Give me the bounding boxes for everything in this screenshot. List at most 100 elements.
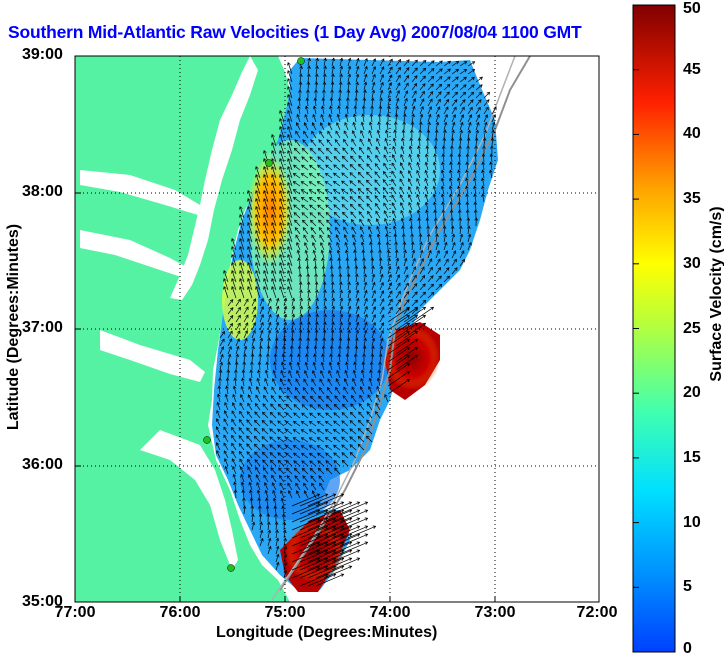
velocity-arrow [333, 164, 341, 171]
velocity-arrow [287, 214, 293, 227]
velocity-arrowhead [239, 205, 243, 210]
velocity-arrow [355, 322, 359, 331]
velocity-arrowhead [388, 82, 393, 86]
velocity-arrowhead [314, 273, 318, 277]
velocity-arrowhead [287, 85, 291, 90]
velocity-arrow [331, 509, 360, 523]
velocity-arrow [233, 386, 237, 395]
velocity-arrowhead [360, 129, 364, 134]
velocity-arrow [435, 242, 439, 251]
velocity-arrow [347, 82, 350, 91]
velocity-arrowhead [407, 186, 412, 190]
velocity-arrow [285, 452, 293, 459]
velocity-arrow [417, 154, 421, 163]
velocity-arrow [287, 174, 293, 187]
velocity-arrowhead [268, 545, 272, 550]
velocity-arrowhead [363, 273, 367, 278]
velocity-arrowhead [358, 203, 362, 208]
velocity-arrow [363, 265, 366, 275]
velocity-arrow [247, 198, 253, 211]
velocity-arrowhead [387, 257, 391, 262]
velocity-arrowhead [439, 60, 443, 65]
velocity-arrowhead [321, 257, 325, 262]
velocity-arrow [331, 290, 334, 299]
velocity-arrow [409, 146, 413, 155]
velocity-arrowhead [449, 169, 453, 174]
velocity-arrow [339, 97, 341, 107]
velocity-arrow [451, 91, 458, 99]
velocity-arrowhead [478, 91, 483, 96]
velocity-arrow [351, 395, 357, 403]
velocity-arrowhead [273, 353, 278, 357]
velocity-arrowhead [283, 297, 288, 302]
velocity-arrow [374, 171, 381, 179]
velocity-arrow [277, 428, 285, 435]
velocity-arrow [331, 282, 334, 291]
velocity-arrowhead [459, 129, 463, 134]
velocity-arrow [419, 114, 423, 123]
velocity-arrowhead [288, 361, 293, 366]
velocity-arrowhead [340, 541, 345, 545]
velocity-arrow [279, 254, 285, 267]
velocity-arrow [475, 99, 482, 107]
velocity-arrowhead [307, 313, 311, 318]
colorbar-tick-label: 15 [683, 448, 701, 466]
velocity-arrowhead [442, 225, 447, 229]
velocity-arrow [327, 131, 333, 139]
velocity-arrow [263, 278, 269, 291]
velocity-arrowhead [341, 436, 345, 441]
velocity-arrow [379, 58, 385, 67]
velocity-arrow [366, 411, 373, 419]
velocity-arrow [254, 443, 261, 451]
velocity-arrow [467, 114, 472, 123]
velocity-arrowhead [414, 354, 419, 359]
velocity-arrow [277, 452, 285, 459]
velocity-arrowhead [300, 181, 305, 185]
velocity-arrow [370, 242, 373, 251]
velocity-arrow [301, 164, 309, 171]
velocity-arrowhead [408, 161, 412, 166]
velocity-arrowhead [262, 459, 266, 463]
velocity-arrowhead [477, 106, 481, 111]
velocity-arrow [295, 131, 301, 139]
velocity-arrowhead [343, 234, 348, 238]
velocity-arrowhead [282, 337, 287, 341]
velocity-arrow [246, 427, 253, 435]
velocity-arrow [287, 94, 293, 107]
velocity-arrowhead [411, 249, 416, 254]
velocity-arrow [315, 74, 318, 83]
velocity-arrow [383, 171, 389, 179]
velocity-arrowhead [324, 437, 329, 441]
velocity-arrow [358, 420, 365, 427]
velocity-arrowhead [279, 229, 283, 234]
velocity-arrowhead [281, 505, 285, 510]
velocity-arrow [255, 403, 261, 411]
velocity-arrowhead [307, 297, 311, 302]
velocity-arrow [353, 370, 357, 379]
velocity-arrowhead [322, 337, 327, 341]
velocity-arrow [219, 354, 224, 363]
velocity-arrow [435, 250, 440, 259]
velocity-arrow [339, 541, 368, 555]
velocity-arrowhead [453, 99, 458, 103]
velocity-arrow [433, 202, 437, 211]
velocity-arrow [294, 139, 301, 147]
velocity-arrowhead [397, 66, 401, 71]
velocity-arrow [371, 322, 376, 331]
velocity-arrow [418, 218, 421, 227]
velocity-arrow [217, 394, 221, 403]
velocity-arrow [291, 557, 320, 571]
velocity-arrowhead [349, 203, 354, 208]
velocity-arrow [303, 378, 309, 387]
velocity-arrowhead [356, 509, 361, 513]
velocity-arrowhead [405, 67, 410, 71]
velocity-arrowhead [441, 209, 446, 213]
velocity-arrowhead [370, 257, 375, 261]
velocity-arrow [475, 153, 477, 163]
velocity-arrow [302, 387, 309, 395]
velocity-arrowhead [324, 181, 329, 185]
velocity-arrowhead [287, 386, 291, 391]
velocity-arrow [279, 190, 285, 203]
velocity-arrowhead [270, 395, 275, 399]
velocity-arrowhead [336, 113, 341, 118]
